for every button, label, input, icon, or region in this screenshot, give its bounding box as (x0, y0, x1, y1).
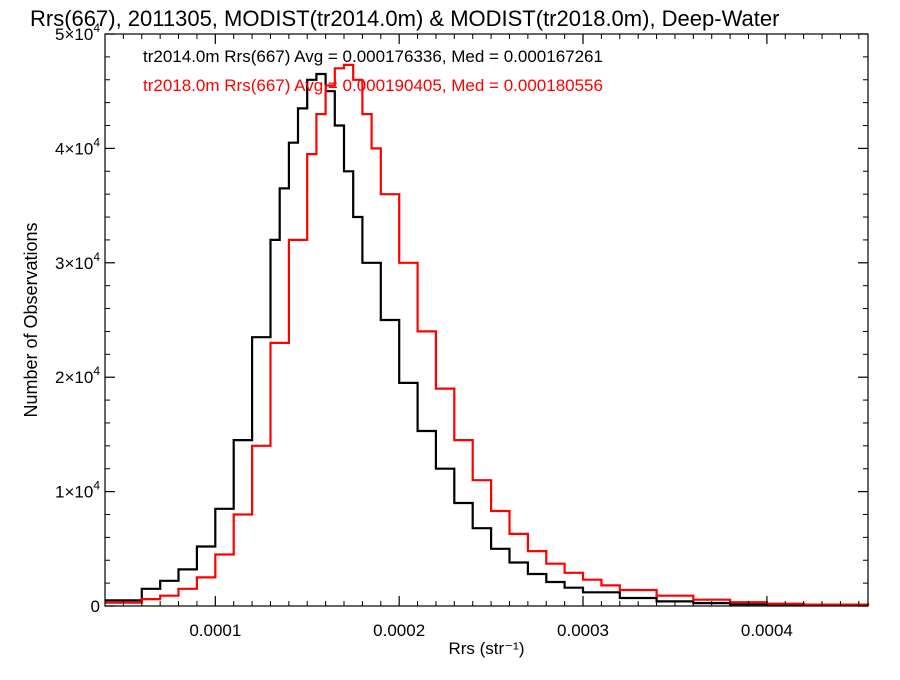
y-tick-label: 5×104 (55, 21, 100, 44)
series-line-1 (105, 63, 870, 606)
x-tick-label: 0.0004 (741, 621, 793, 640)
y-tick-label: 2×104 (55, 364, 100, 387)
x-axis-label: Rrs (str⁻¹) (448, 639, 524, 658)
y-tick-label: 0 (91, 597, 100, 616)
x-tick-label: 0.0002 (373, 621, 425, 640)
y-tick-label: 4×104 (55, 135, 100, 158)
plot-frame (104, 33, 869, 607)
annotation-1: tr2018.0m Rrs(667) Avg = 0.000190405, Me… (143, 76, 603, 95)
plot-area: 0.0001 0.0002 0.0003 0.0004 0 1×104 2×104 3×104… (55, 21, 870, 640)
y-tick-label: 3×104 (55, 250, 100, 273)
annotation-0: tr2014.0m Rrs(667) Avg = 0.000176336, Me… (143, 47, 603, 66)
series-line-0 (105, 72, 870, 607)
x-tick-label: 0.0001 (189, 621, 241, 640)
chart-title: Rrs(667), 2011305, MODIST(tr2014.0m) & M… (30, 6, 779, 31)
x-tick-label: 0.0003 (557, 621, 609, 640)
y-tick-label: 1×104 (55, 479, 100, 502)
y-axis-label: Number of Observations (21, 222, 41, 417)
